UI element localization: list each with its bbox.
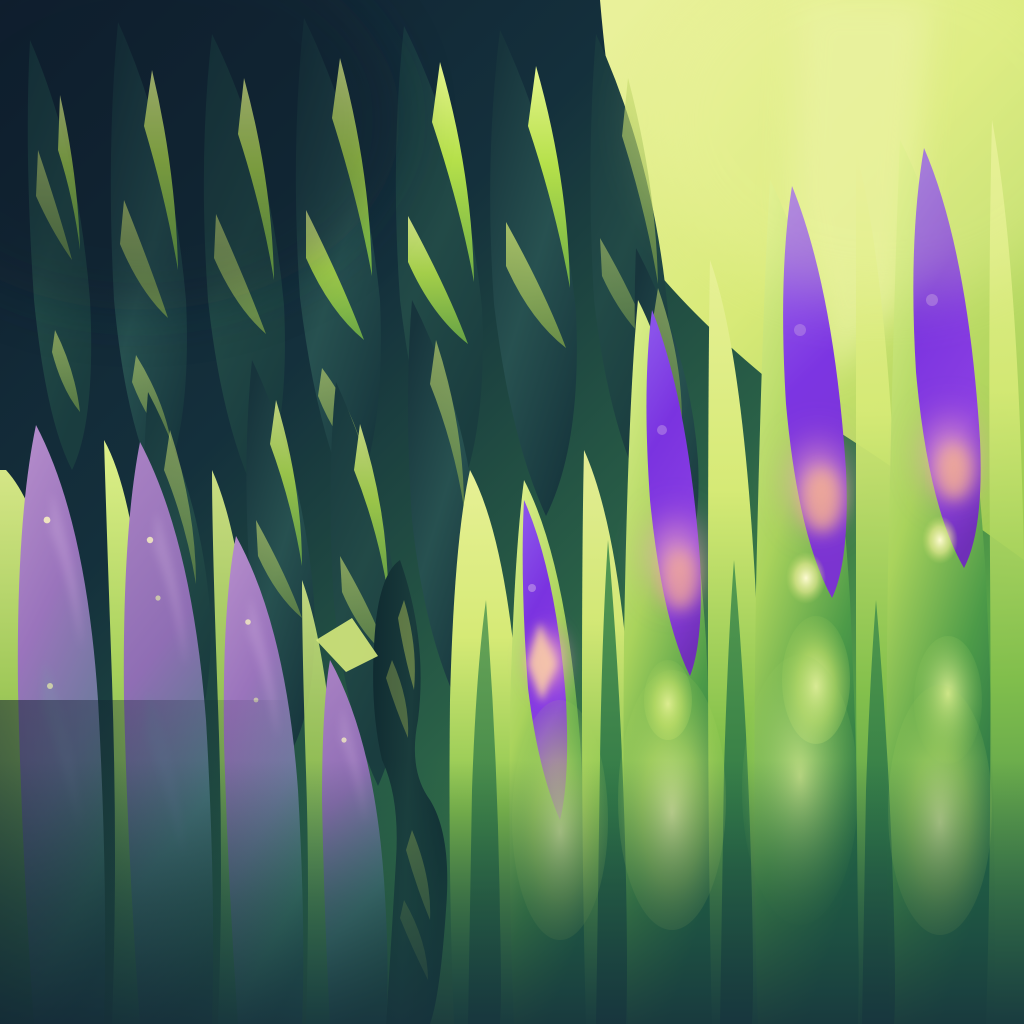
ambient-sun-bloom (650, 0, 1024, 300)
blade-edge (316, 618, 378, 672)
dark-leaf (490, 30, 577, 516)
ambient-shadow-bloom (0, 0, 400, 310)
left-shadow-overlay (0, 700, 300, 1024)
